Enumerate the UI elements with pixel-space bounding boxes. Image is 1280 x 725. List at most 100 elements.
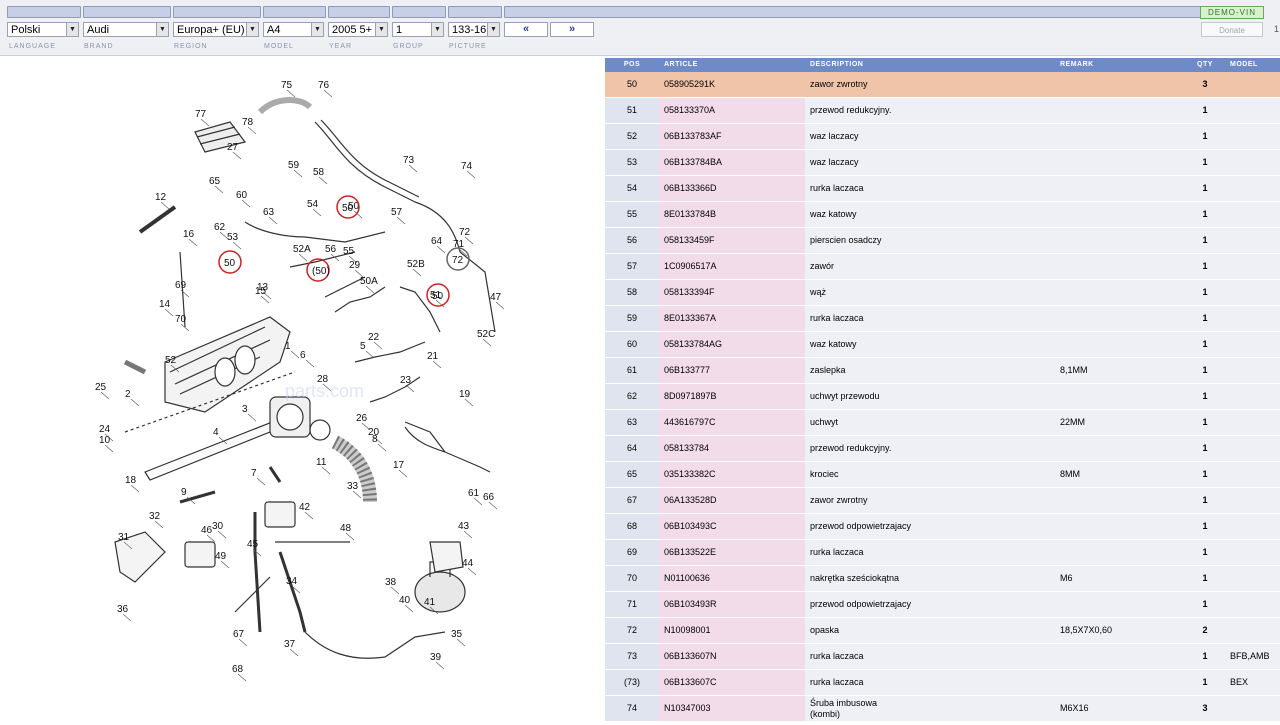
parts-diagram[interactable]: 75 76 77 78 27 59 58 73 74 12 65 60 63 62 54 57 50 64 72 71… xyxy=(85,72,525,682)
tab-brand[interactable] xyxy=(83,6,171,18)
callout-label[interactable]: 52A xyxy=(293,244,311,255)
callout-label[interactable]: 58 xyxy=(313,167,325,178)
callout-label[interactable]: 28 xyxy=(317,374,329,385)
callout-label[interactable]: 9 xyxy=(181,487,187,498)
tab-model[interactable] xyxy=(263,6,326,18)
callout-label[interactable]: 49 xyxy=(215,551,227,562)
callout-label[interactable]: 4 xyxy=(213,427,219,438)
header-qty[interactable]: QTY xyxy=(1197,61,1213,68)
table-row[interactable]: 62 8D0971897B uchwyt przewodu 1 xyxy=(605,384,1280,410)
header-model[interactable]: MODEL xyxy=(1230,61,1258,68)
callout-label[interactable]: 72 xyxy=(459,227,471,238)
callout-label[interactable]: 67 xyxy=(233,629,245,640)
region-select[interactable]: Europa+ (EU) ▼ xyxy=(173,22,259,37)
callout-label[interactable]: 17 xyxy=(393,460,405,471)
table-row[interactable]: 64 058133784 przewod redukcyjny. 1 xyxy=(605,436,1280,462)
callout-label[interactable]: 52C xyxy=(477,329,495,340)
table-row[interactable]: 56 058133459F pierscien osadczy 1 xyxy=(605,228,1280,254)
callout-label[interactable]: 63 xyxy=(263,207,275,218)
tab-language[interactable] xyxy=(7,6,81,18)
callout-label[interactable]: 70 xyxy=(175,314,187,325)
year-select[interactable]: 2005 5+ ▼ xyxy=(328,22,388,37)
callout-label[interactable]: 7 xyxy=(251,468,257,479)
prev-picture-button[interactable]: « xyxy=(504,22,548,37)
callout-label[interactable]: 24 xyxy=(99,424,111,435)
model-select[interactable]: A4 ▼ xyxy=(263,22,324,37)
callout-label[interactable]: 39 xyxy=(430,652,442,663)
header-pos[interactable]: POS xyxy=(623,61,641,68)
callout-label[interactable]: 42 xyxy=(299,502,311,513)
callout-label[interactable]: 35 xyxy=(451,629,463,640)
table-row[interactable]: 53 06B133784BA waz laczacy 1 xyxy=(605,150,1280,176)
callout-label[interactable]: 43 xyxy=(458,521,470,532)
callout-label[interactable]: 66 xyxy=(483,492,495,503)
callout-label[interactable]: 18 xyxy=(125,475,137,486)
callout-label[interactable]: 44 xyxy=(462,558,474,569)
table-row[interactable]: 58 058133394F wąż 1 xyxy=(605,280,1280,306)
callout-label[interactable]: 52B xyxy=(407,259,425,270)
callout-label[interactable]: 31 xyxy=(118,532,130,543)
callout-label[interactable]: 40 xyxy=(399,595,411,606)
callout-label[interactable]: 33 xyxy=(347,481,359,492)
callout-label[interactable]: 2 xyxy=(125,389,131,400)
callout-label[interactable]: 52 xyxy=(165,355,177,366)
callout-label[interactable]: 13 xyxy=(257,282,269,293)
callout-label[interactable]: 14 xyxy=(159,299,171,310)
callout-label[interactable]: 32 xyxy=(149,511,161,522)
table-row[interactable]: 54 06B133366D rurka laczaca 1 xyxy=(605,176,1280,202)
table-row[interactable]: 71 06B103493R przewod odpowietrzajacy 1 xyxy=(605,592,1280,618)
tab-region[interactable] xyxy=(173,6,261,18)
callout-label[interactable]: 25 xyxy=(95,382,107,393)
callout-label[interactable]: 21 xyxy=(427,351,439,362)
callout-label[interactable]: 1 xyxy=(285,341,291,352)
circled-callout[interactable] xyxy=(218,250,242,274)
callout-label[interactable]: 53 xyxy=(227,232,239,243)
callout-label[interactable]: 26 xyxy=(356,413,368,424)
callout-label[interactable]: 29 xyxy=(349,260,361,271)
table-row[interactable]: 61 06B133777 zaslepka 8,1MM 1 xyxy=(605,358,1280,384)
callout-label[interactable]: 15 xyxy=(255,286,267,297)
table-row[interactable]: 51 058133370A przewod redukcyjny. 1 xyxy=(605,98,1280,124)
table-row[interactable]: 59 8E0133367A rurka laczaca 1 xyxy=(605,306,1280,332)
callout-label[interactable]: 50A xyxy=(360,276,378,287)
callout-label[interactable]: 20 xyxy=(368,427,380,438)
callout-label[interactable]: 68 xyxy=(232,664,244,675)
table-row[interactable]: 52 06B133783AF waz laczacy 1 xyxy=(605,124,1280,150)
callout-label[interactable]: 61 xyxy=(468,488,480,499)
circled-callout[interactable] xyxy=(336,195,360,219)
table-row[interactable]: 67 06A133528D zawor zwrotny 1 xyxy=(605,488,1280,514)
callout-label[interactable]: 69 xyxy=(175,280,187,291)
demo-vin-button[interactable]: DEMO-VIN xyxy=(1200,6,1264,19)
callout-label[interactable]: 62 xyxy=(214,222,226,233)
callout-label[interactable]: 60 xyxy=(236,190,248,201)
callout-label[interactable]: 34 xyxy=(286,576,298,587)
diagram-svg[interactable]: 75 76777827595873741265606362545750647271… xyxy=(85,72,525,682)
callout-label[interactable]: 64 xyxy=(431,236,443,247)
table-row[interactable]: 57 1C0906517A zawór 1 xyxy=(605,254,1280,280)
group-select[interactable]: 1 ▼ xyxy=(392,22,444,37)
callout-label[interactable]: 75 xyxy=(281,80,293,91)
table-row[interactable]: 74 N10347003 Śruba imbusowa (kombi) M6X16 3 xyxy=(605,696,1280,722)
callout-label[interactable]: 37 xyxy=(284,639,296,650)
callout-label[interactable]: 59 xyxy=(288,160,300,171)
callout-label[interactable]: 78 xyxy=(242,117,254,128)
table-row[interactable]: (73) 06B133607C rurka laczaca 1 BEX xyxy=(605,670,1280,696)
callout-label[interactable]: 36 xyxy=(117,604,129,615)
callout-label[interactable]: 50 xyxy=(348,201,360,212)
table-row[interactable]: 70 N01100636 nakrętka sześciokątna M6 1 xyxy=(605,566,1280,592)
callout-label[interactable]: 76 xyxy=(318,80,330,91)
header-article[interactable]: ARTICLE xyxy=(664,61,698,68)
callout-label[interactable]: 71 xyxy=(453,239,465,250)
callout-label[interactable]: 57 xyxy=(391,207,403,218)
brand-select[interactable]: Audi ▼ xyxy=(83,22,169,37)
table-row[interactable]: 55 8E0133784B waz katowy 1 xyxy=(605,202,1280,228)
language-select[interactable]: Polski ▼ xyxy=(7,22,79,37)
tab-year[interactable] xyxy=(328,6,390,18)
table-row[interactable]: 65 035133382C krociec 8MM 1 xyxy=(605,462,1280,488)
callout-label[interactable]: 55 xyxy=(343,246,355,257)
table-row[interactable]: 72 N10098001 opaska 18,5X7X0,60 2 xyxy=(605,618,1280,644)
table-row[interactable]: 50 058905291K zawor zwrotny 3 xyxy=(605,72,1280,98)
table-row[interactable]: 63 443616797C uchwyt 22MM 1 xyxy=(605,410,1280,436)
callout-label[interactable]: 16 xyxy=(183,229,195,240)
callout-label[interactable]: 47 xyxy=(490,292,502,303)
